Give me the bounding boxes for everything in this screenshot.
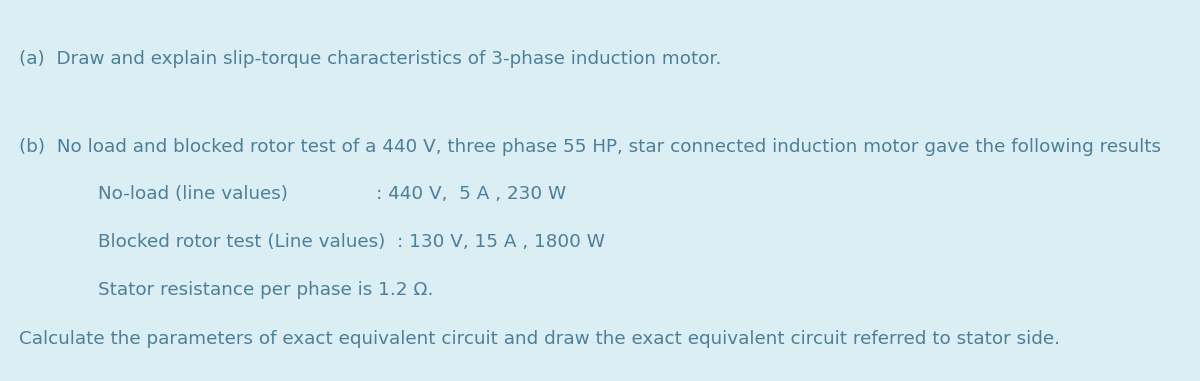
- Text: (b)  No load and blocked rotor test of a 440 V, three phase 55 HP, star connecte: (b) No load and blocked rotor test of a …: [19, 138, 1162, 156]
- Text: Stator resistance per phase is 1.2 Ω.: Stator resistance per phase is 1.2 Ω.: [98, 280, 433, 299]
- Text: No-load (line values)               : 440 V,  5 A , 230 W: No-load (line values) : 440 V, 5 A , 230…: [98, 185, 566, 203]
- Text: (a)  Draw and explain slip-torque characteristics of 3-phase induction motor.: (a) Draw and explain slip-torque charact…: [19, 50, 721, 68]
- Text: Calculate the parameters of exact equivalent circuit and draw the exact equivale: Calculate the parameters of exact equiva…: [19, 330, 1061, 348]
- Text: Blocked rotor test (Line values)  : 130 V, 15 A , 1800 W: Blocked rotor test (Line values) : 130 V…: [98, 233, 605, 251]
